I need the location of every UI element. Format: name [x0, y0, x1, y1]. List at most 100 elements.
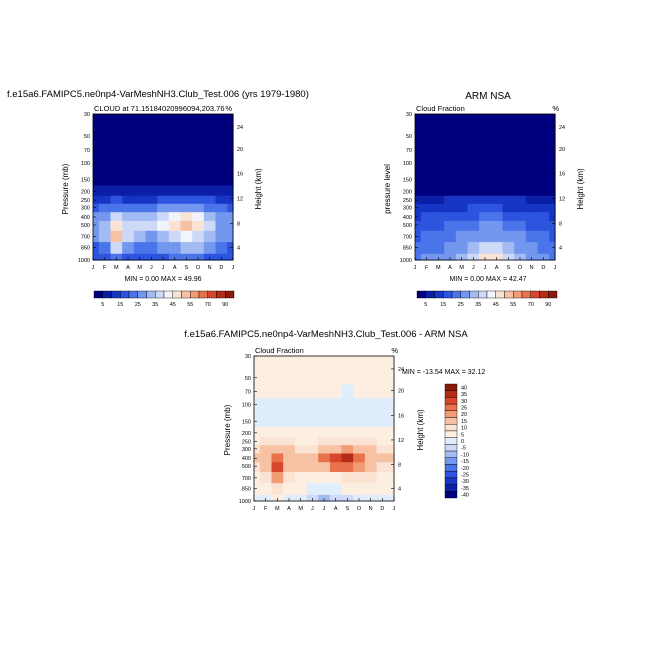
heatmap-cell — [420, 142, 434, 157]
panel-model: f.e15a6.FAMIPC5.ne0np4-VarMeshNH3.Club_T… — [7, 89, 309, 308]
month-tick-label: D — [219, 265, 223, 271]
pressure-tick-label: 50 — [406, 134, 412, 140]
colorbar-label: 25 — [461, 405, 467, 411]
heatmap-cell — [271, 462, 284, 473]
colorbar-swatch — [444, 464, 458, 472]
month-tick-label: A — [173, 265, 177, 271]
month-tick-label: J — [232, 265, 235, 271]
heatmap-cell — [364, 366, 378, 386]
pressure-tick-label: 50 — [84, 134, 90, 140]
heatmap-cell — [294, 483, 308, 496]
heatmap-cell — [192, 171, 205, 187]
heatmap-cell — [157, 156, 170, 172]
heatmap-cell — [145, 242, 158, 255]
pressure-tick-label: 850 — [81, 246, 90, 252]
heatmap-cell — [490, 230, 504, 243]
panel-obs-right-label: Height (km) — [576, 168, 585, 210]
pressure-tick-label: 300 — [403, 205, 412, 211]
heatmap-cell — [467, 156, 480, 172]
heatmap-cell — [254, 472, 261, 484]
heatmap-cell — [145, 124, 158, 144]
heatmap-cell — [537, 212, 550, 222]
pressure-tick-label: 300 — [81, 205, 90, 211]
height-tick-label: 24 — [559, 125, 565, 131]
heatmap-cell — [318, 384, 331, 399]
heatmap-cell — [203, 195, 217, 205]
heatmap-cell — [364, 427, 378, 438]
heatmap-cell — [306, 384, 319, 399]
heatmap-cell — [180, 142, 193, 157]
heatmap-cell — [227, 142, 234, 157]
heatmap-cell — [432, 203, 445, 213]
heatmap-cell — [525, 212, 539, 222]
month-tick-label: D — [541, 265, 545, 271]
heatmap-cell — [432, 212, 445, 222]
colorbar-swatch — [416, 290, 426, 299]
heatmap-cell — [227, 114, 234, 126]
heatmap-cell — [353, 472, 366, 484]
month-tick-label: M — [298, 506, 303, 512]
heatmap-cell — [388, 356, 395, 368]
heatmap-cell — [502, 195, 515, 205]
heatmap-cell — [537, 114, 550, 126]
heatmap-cell — [110, 195, 123, 205]
pressure-tick-label: 30 — [245, 354, 251, 360]
panel-diff-subtitle: Cloud Fraction — [255, 346, 304, 355]
heatmap-cell — [467, 203, 480, 213]
heatmap-cell — [110, 230, 123, 243]
heatmap-cell — [415, 156, 422, 172]
heatmap-cell — [318, 453, 331, 463]
heatmap-cell — [110, 124, 123, 144]
month-tick-label: J — [92, 265, 95, 271]
heatmap-cell — [388, 445, 395, 455]
colorbar-swatch — [530, 290, 540, 299]
heatmap-cell — [479, 185, 492, 197]
heatmap-cell — [133, 242, 147, 255]
colorbar-label: 5 — [424, 302, 427, 308]
colorbar-swatch — [444, 491, 458, 499]
heatmap-cell — [420, 114, 434, 126]
heatmap-cell — [329, 462, 343, 473]
heatmap-cell — [549, 114, 556, 126]
month-tick-label: M — [114, 265, 119, 271]
heatmap-cell — [341, 483, 354, 496]
heatmap-cell — [203, 185, 217, 197]
heatmap-cell — [479, 156, 492, 172]
month-tick-label: O — [518, 265, 523, 271]
heatmap-cell — [133, 114, 147, 126]
month-tick-label: M — [137, 265, 142, 271]
heatmap-cell — [364, 437, 378, 446]
heatmap-cell — [318, 483, 331, 496]
heatmap-cell — [444, 124, 457, 144]
heatmap-cell — [444, 220, 457, 232]
heatmap-cell — [259, 356, 273, 368]
heatmap-cell — [432, 195, 445, 205]
heatmap-cell — [364, 483, 378, 496]
heatmap-cell — [306, 427, 319, 438]
month-tick-label: S — [184, 265, 188, 271]
heatmap-cell — [93, 114, 100, 126]
heatmap-cell — [444, 212, 457, 222]
month-tick-label: J — [150, 265, 153, 271]
heatmap-cell — [353, 412, 366, 428]
heatmap-cell — [455, 212, 469, 222]
colorbar-swatch — [120, 290, 130, 299]
heatmap-cell — [215, 220, 228, 232]
heatmap-cell — [180, 230, 193, 243]
heatmap-cell — [318, 427, 331, 438]
heatmap-cell — [341, 366, 354, 386]
heatmap-cell — [415, 212, 422, 222]
pressure-tick-label: 700 — [242, 476, 251, 482]
heatmap-cell — [133, 203, 147, 213]
heatmap-cell — [490, 171, 504, 187]
heatmap-cell — [490, 124, 504, 144]
heatmap-cell — [364, 453, 378, 463]
heatmap-cell — [514, 230, 527, 243]
month-tick-label: J — [162, 265, 165, 271]
heatmap-cell — [203, 220, 217, 232]
month-tick-label: J — [311, 506, 314, 512]
heatmap-cell — [537, 142, 550, 157]
panel-model-subtitle: CLOUD at 71.15184020996094,203.76 — [94, 104, 225, 113]
colorbar-label: -35 — [461, 486, 469, 492]
heatmap-cell — [122, 142, 135, 157]
